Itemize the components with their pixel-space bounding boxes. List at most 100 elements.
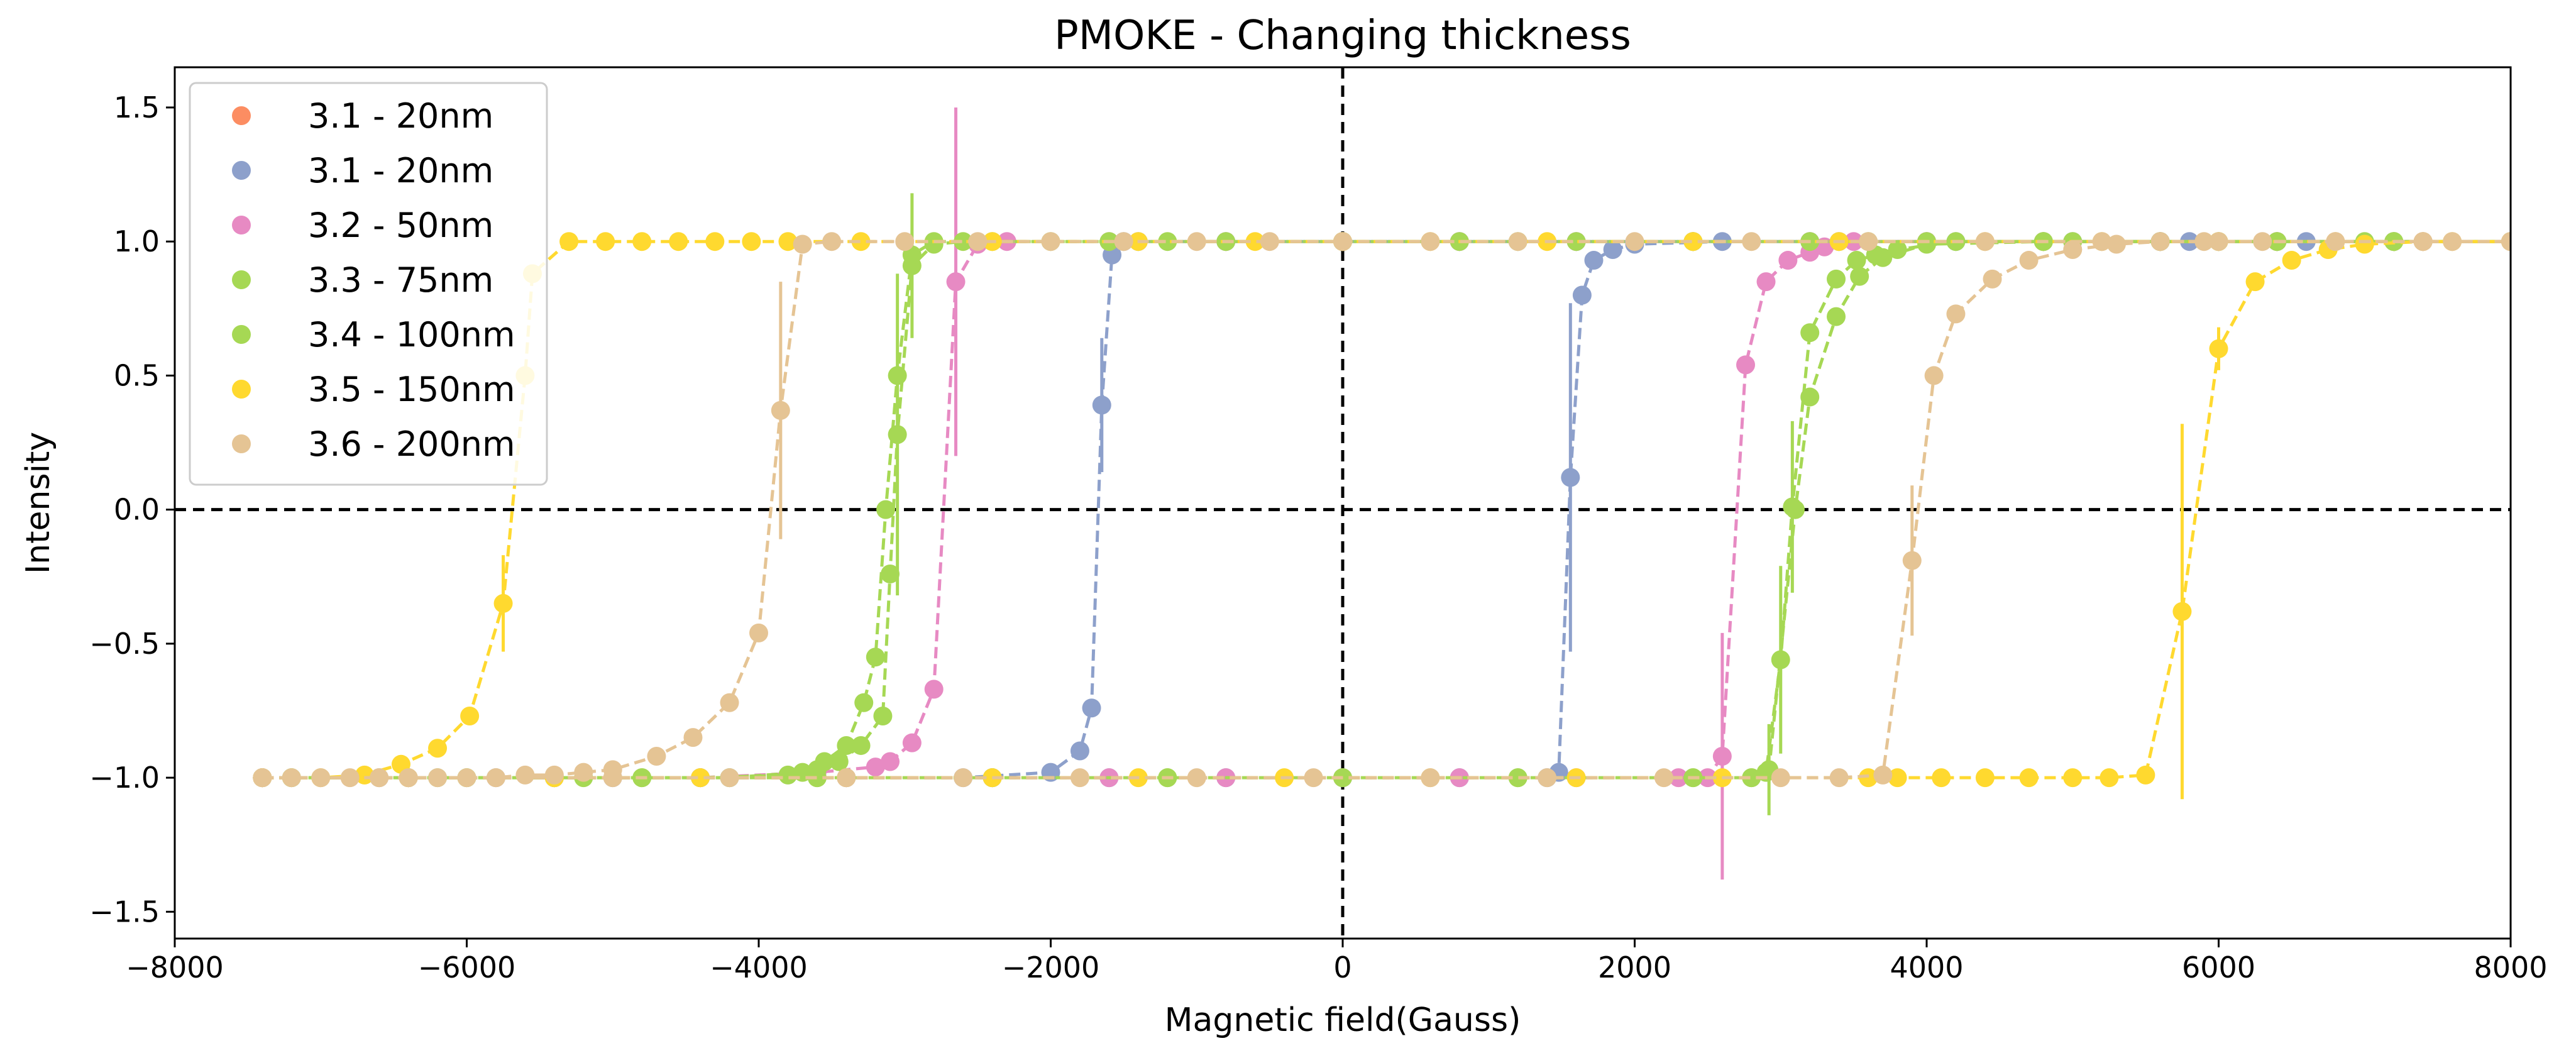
data-point bbox=[924, 680, 944, 699]
data-point bbox=[1260, 232, 1279, 251]
data-point bbox=[2282, 251, 2301, 270]
data-point bbox=[815, 752, 834, 771]
legend-entry-label: 3.2 - 50nm bbox=[308, 206, 493, 245]
data-point bbox=[253, 768, 272, 788]
data-point bbox=[876, 500, 896, 519]
data-point bbox=[596, 232, 615, 251]
data-point bbox=[854, 693, 874, 712]
y-tick-label: 0.5 bbox=[114, 358, 160, 392]
data-point bbox=[460, 707, 480, 726]
data-point bbox=[1508, 232, 1527, 251]
data-point bbox=[1756, 272, 1776, 292]
data-point bbox=[2063, 768, 2083, 788]
data-point bbox=[370, 768, 389, 788]
data-point bbox=[669, 232, 688, 251]
data-point bbox=[1333, 232, 1352, 251]
data-point bbox=[428, 739, 448, 758]
data-point bbox=[1859, 232, 1878, 251]
data-point bbox=[2172, 602, 2192, 621]
x-tick-label: 2000 bbox=[1598, 951, 1671, 984]
data-point bbox=[2063, 240, 2083, 259]
x-tick-label: 6000 bbox=[2182, 951, 2255, 984]
x-tick-label: 4000 bbox=[1890, 951, 1963, 984]
data-point bbox=[1785, 500, 1805, 519]
legend-entry-label: 3.1 - 20nm bbox=[308, 151, 493, 190]
x-tick-label: −6000 bbox=[418, 951, 516, 984]
data-point bbox=[1975, 232, 1995, 251]
x-axis-label: Magnetic field(Gauss) bbox=[1165, 1001, 1521, 1039]
legend-marker bbox=[232, 161, 251, 180]
data-point bbox=[888, 366, 907, 385]
legend-entry-label: 3.4 - 100nm bbox=[308, 315, 515, 355]
data-point bbox=[493, 593, 513, 613]
data-point bbox=[720, 693, 739, 712]
x-tick-label: 0 bbox=[1333, 951, 1351, 984]
data-point bbox=[1070, 768, 1089, 788]
data-point bbox=[486, 768, 505, 788]
data-point bbox=[2019, 768, 2039, 788]
series-6 bbox=[253, 232, 2511, 788]
legend: 3.1 - 20nm 3.1 - 20nm 3.2 - 50nm 3.3 - 75nm… bbox=[189, 82, 548, 486]
data-point bbox=[2150, 232, 2170, 251]
data-point bbox=[1800, 323, 1820, 343]
data-point bbox=[954, 768, 973, 788]
data-point bbox=[895, 232, 915, 251]
data-point bbox=[355, 765, 374, 785]
data-point bbox=[1850, 267, 1869, 286]
data-point bbox=[1778, 251, 1798, 270]
data-point bbox=[1712, 747, 1732, 766]
data-point bbox=[954, 232, 973, 251]
data-point bbox=[1070, 741, 1089, 761]
data-point bbox=[603, 768, 622, 788]
x-tick-label: −4000 bbox=[710, 951, 808, 984]
legend-marker bbox=[232, 434, 251, 453]
data-point bbox=[822, 232, 842, 251]
data-point bbox=[1847, 251, 1866, 270]
y-tick-label: −0.5 bbox=[89, 627, 160, 661]
data-point bbox=[1800, 387, 1820, 407]
data-point bbox=[1946, 304, 1966, 324]
legend-marker bbox=[232, 106, 251, 125]
data-point bbox=[778, 765, 798, 785]
plot-content bbox=[175, 67, 2511, 939]
y-tick-label: 1.5 bbox=[114, 91, 160, 124]
y-tick-label: 1.0 bbox=[114, 224, 160, 258]
data-point bbox=[2019, 251, 2039, 270]
data-point bbox=[1827, 269, 1846, 289]
legend-entry-label: 3.3 - 75nm bbox=[308, 260, 493, 300]
data-point bbox=[2194, 232, 2214, 251]
data-point bbox=[1421, 232, 1440, 251]
data-point bbox=[1538, 768, 1557, 788]
data-point bbox=[2326, 232, 2345, 251]
axes: −8000 −6000 −4000 −2000 0 2000 4000 6000 8000 −1.… bbox=[89, 91, 2547, 984]
data-point bbox=[1187, 232, 1206, 251]
data-point bbox=[946, 272, 966, 292]
legend-entry-label: 3.1 - 20nm bbox=[308, 96, 493, 136]
data-point bbox=[2100, 768, 2119, 788]
data-point bbox=[1187, 768, 1206, 788]
x-tick-label: −8000 bbox=[126, 951, 224, 984]
data-point bbox=[1245, 232, 1265, 251]
data-point bbox=[1603, 240, 1622, 259]
series-5-branch-0-line bbox=[262, 240, 2453, 780]
legend-box bbox=[189, 82, 548, 486]
data-point bbox=[1932, 768, 1951, 788]
data-point bbox=[1683, 232, 1703, 251]
data-point bbox=[1082, 698, 1101, 718]
data-point bbox=[1421, 768, 1440, 788]
legend-marker bbox=[232, 270, 251, 289]
data-point bbox=[705, 232, 725, 251]
data-point bbox=[1829, 768, 1849, 788]
data-point bbox=[2501, 232, 2511, 251]
data-point bbox=[881, 752, 900, 771]
data-point bbox=[1566, 232, 1586, 251]
data-point bbox=[851, 736, 871, 755]
data-point bbox=[515, 765, 535, 785]
data-point bbox=[1917, 234, 1936, 254]
plot-area bbox=[175, 67, 2511, 939]
data-point bbox=[2253, 232, 2272, 251]
data-point bbox=[851, 232, 871, 251]
data-point bbox=[1873, 248, 1893, 267]
y-tick-label: 0.0 bbox=[114, 493, 160, 527]
